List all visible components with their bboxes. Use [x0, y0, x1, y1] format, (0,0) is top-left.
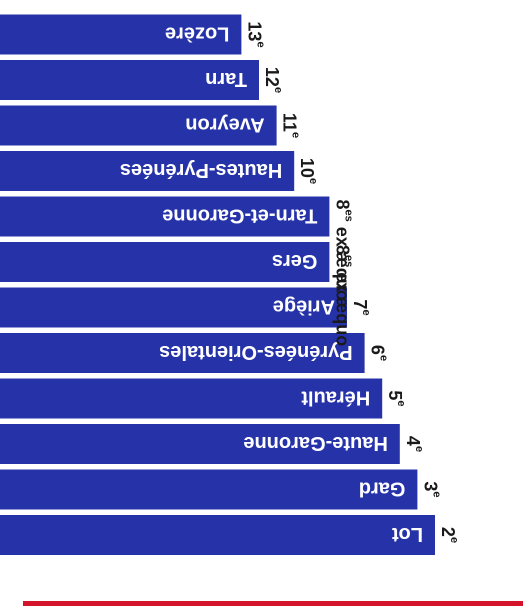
bar	[0, 60, 259, 100]
rank-label: 8es ex æquo	[332, 200, 354, 301]
bar	[0, 196, 330, 237]
bar-label: Tarn	[205, 68, 247, 90]
bar-label: Pyrénées-Orientales	[159, 341, 352, 363]
bar	[0, 14, 242, 55]
bar-label: Ariège	[273, 296, 335, 318]
rank-label: 7e	[350, 299, 372, 315]
bar	[0, 287, 347, 328]
bar	[0, 424, 400, 464]
rank-label: 12e	[262, 67, 284, 93]
bar-label: Lot	[392, 523, 423, 545]
bar-label: Gard	[359, 478, 406, 500]
bar-label: Aveyron	[185, 114, 264, 136]
rank-label: 5e	[385, 390, 407, 406]
bar	[0, 333, 365, 373]
rank-label: 3e	[420, 481, 442, 497]
bar	[0, 469, 418, 510]
rank-label: 10e	[297, 158, 319, 184]
rank-label: 2e	[438, 527, 460, 543]
bar	[0, 378, 383, 419]
bar-label: Tarn-et-Garonne	[162, 205, 317, 227]
bar-label: Haute-Garonne	[243, 432, 387, 454]
rank-label: 4e	[403, 436, 425, 452]
bar-label: Gers	[272, 250, 318, 272]
bar	[0, 242, 330, 282]
bar	[0, 105, 277, 146]
bar	[0, 515, 435, 555]
rank-label: 8es ex æquo	[332, 245, 354, 346]
bar-label: Hérault	[301, 387, 370, 409]
rank-label: 11e	[280, 113, 302, 138]
bar	[0, 151, 295, 191]
bar-label: Lozère	[165, 23, 229, 45]
bottom-accent-line	[23, 601, 523, 606]
bar-label: Hautes-Pyrénées	[120, 159, 282, 181]
rank-label: 13e	[244, 21, 266, 47]
rank-label: 6e	[368, 345, 390, 361]
